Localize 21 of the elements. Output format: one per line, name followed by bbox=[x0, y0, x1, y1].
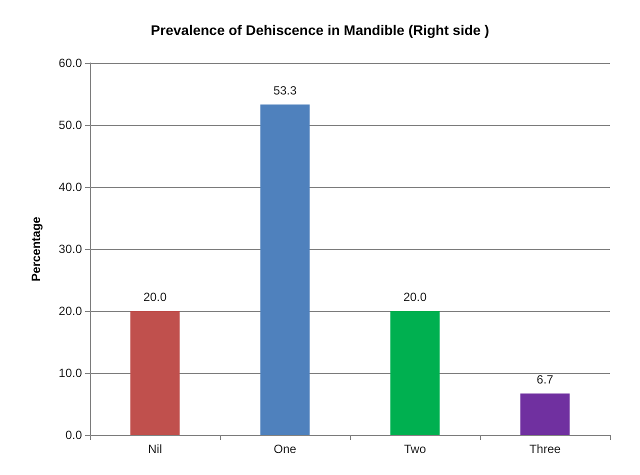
y-tick-label: 60.0 bbox=[58, 56, 82, 70]
y-tick-label: 50.0 bbox=[58, 118, 82, 132]
bar bbox=[130, 311, 180, 435]
data-label: 6.7 bbox=[536, 372, 554, 386]
y-tick-label: 10.0 bbox=[58, 366, 82, 380]
y-tick-label: 20.0 bbox=[58, 304, 82, 318]
chart-title: Prevalence of Dehiscence in Mandible (Right side ) bbox=[150, 22, 490, 38]
y-tick-label: 30.0 bbox=[58, 242, 82, 256]
bar bbox=[520, 393, 570, 435]
data-label: 20.0 bbox=[143, 290, 167, 304]
data-label: 53.3 bbox=[273, 84, 297, 98]
x-tick-label: Three bbox=[529, 442, 561, 456]
x-tick-label: Nil bbox=[148, 442, 162, 456]
bar bbox=[260, 104, 310, 435]
data-label: 20.0 bbox=[403, 290, 427, 304]
bar bbox=[390, 311, 440, 435]
y-axis-title: Percentage bbox=[29, 216, 43, 282]
x-tick-label: Two bbox=[404, 442, 426, 456]
y-tick-label: 0.0 bbox=[65, 428, 82, 442]
y-tick-label: 40.0 bbox=[58, 180, 82, 194]
x-tick-label: One bbox=[274, 442, 297, 456]
